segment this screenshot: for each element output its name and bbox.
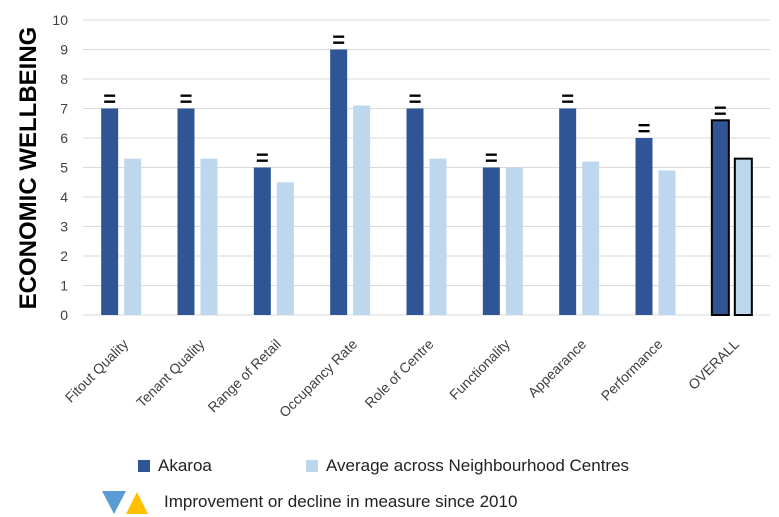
bar-average — [200, 158, 218, 315]
legend-change-note: Improvement or decline in measure since … — [100, 488, 517, 516]
bar-average — [505, 167, 523, 315]
x-tick-label: Functionality — [446, 336, 513, 403]
bar-average — [353, 105, 371, 315]
legend-swatch-average — [306, 460, 318, 472]
y-tick-label: 7 — [60, 101, 68, 117]
legend-label-akaroa: Akaroa — [158, 456, 212, 475]
y-tick-labels: 0 1 2 3 4 5 6 7 8 9 10 — [52, 12, 68, 323]
x-tick-label: Tenant Quality — [133, 336, 208, 411]
x-tick-label: OVERALL — [685, 336, 742, 393]
bar-akaroa — [101, 108, 119, 315]
x-tick-label: Performance — [598, 336, 666, 404]
change-marker: = — [180, 87, 193, 112]
change-marker: = — [409, 87, 422, 112]
y-tick-label: 10 — [52, 12, 68, 28]
bar-akaroa — [177, 108, 195, 315]
bar-average — [582, 161, 600, 315]
y-tick-label: 1 — [60, 278, 68, 294]
bar-average — [733, 157, 753, 316]
y-tick-label: 9 — [60, 42, 68, 58]
bars — [101, 49, 753, 316]
bar-akaroa — [710, 119, 730, 316]
change-marker: = — [561, 87, 574, 112]
change-marker: = — [638, 116, 651, 141]
legend-average: Average across Neighbourhood Centres — [306, 456, 629, 476]
x-tick-label: Range of Retail — [204, 336, 284, 416]
change-marker: = — [256, 146, 269, 171]
change-marker: = — [714, 98, 727, 123]
x-tick-label: Occupancy Rate — [276, 336, 361, 421]
change-marker: = — [485, 146, 498, 171]
bar-average — [124, 158, 142, 315]
x-tick-label: Appearance — [525, 336, 590, 401]
bar-akaroa — [635, 138, 653, 315]
y-axis-label: ECONOMIC WELLBEING — [15, 27, 42, 310]
y-tick-label: 2 — [60, 248, 68, 264]
bar-akaroa — [482, 167, 500, 315]
y-tick-label: 8 — [60, 71, 68, 87]
legend-swatch-akaroa — [138, 460, 150, 472]
y-tick-label: 6 — [60, 130, 68, 146]
x-tick-label: Role of Centre — [361, 336, 436, 411]
gridlines — [83, 19, 770, 316]
bar-akaroa — [253, 167, 271, 315]
bar-akaroa — [406, 108, 424, 315]
bar-average — [429, 158, 447, 315]
x-tick-label: Fitout Quality — [62, 336, 132, 406]
down-up-triangles-icon — [102, 491, 148, 514]
change-marker: = — [332, 28, 345, 53]
change-marker: = — [103, 87, 116, 112]
change-markers: = = = = = = = = = — [103, 28, 727, 171]
improvement-triangle-icon — [126, 492, 148, 514]
decline-triangle-icon — [102, 491, 126, 514]
y-tick-label: 5 — [60, 160, 68, 176]
bar-average — [658, 170, 676, 315]
y-tick-label: 4 — [60, 189, 68, 205]
legend-note-text: Improvement or decline in measure since … — [164, 492, 518, 511]
bar-akaroa — [330, 49, 348, 315]
legend-label-average: Average across Neighbourhood Centres — [326, 456, 630, 475]
bar-average — [276, 182, 294, 315]
y-tick-label: 0 — [60, 307, 68, 323]
bar-akaroa — [559, 108, 577, 315]
y-tick-label: 3 — [60, 219, 68, 235]
legend-akaroa: Akaroa — [138, 456, 212, 476]
